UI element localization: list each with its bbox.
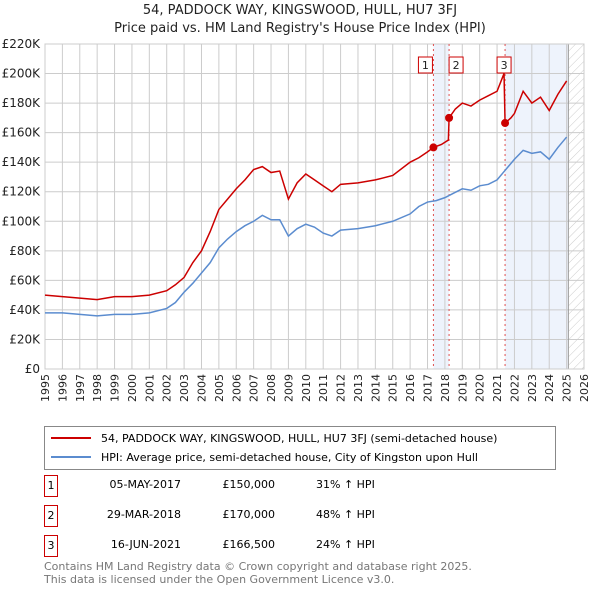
chart-title: 54, PADDOCK WAY, KINGSWOOD, HULL, HU7 3F…	[142, 3, 458, 18]
x-tick-label: 2014	[369, 374, 382, 402]
sale-point	[501, 119, 510, 128]
sale-point	[445, 113, 454, 122]
sale-price: £170,000	[222, 508, 276, 521]
plot-border	[44, 43, 585, 370]
sale-number-badge: 1	[44, 475, 58, 497]
sale-date: 29-MAR-2018	[106, 508, 181, 521]
x-tick-label: 2019	[456, 374, 469, 402]
sale-hpi-diff: 31% ↑ HPI	[316, 478, 375, 491]
sale-hpi-diff: 48% ↑ HPI	[316, 508, 375, 521]
x-tick-label: 1999	[109, 374, 122, 402]
x-tick-label: 2003	[178, 374, 191, 402]
legend-swatch	[51, 437, 91, 439]
y-tick-label: £180K	[2, 96, 42, 110]
future-hatch	[568, 44, 584, 369]
shaded-range	[505, 44, 569, 369]
y-tick-label: £40K	[9, 303, 41, 317]
x-tick-label: 2001	[143, 374, 156, 402]
y-tick-label: £140K	[2, 155, 42, 169]
attribution: Contains HM Land Registry data © Crown c…	[44, 560, 472, 586]
series-line	[45, 136, 568, 317]
x-tick-label: 2016	[404, 374, 417, 402]
y-tick-label: £60K	[9, 273, 41, 287]
legend: 54, PADDOCK WAY, KINGSWOOD, HULL, HU7 3F…	[44, 426, 556, 470]
sale-number-badge: 3	[44, 535, 58, 557]
legend-label: 54, PADDOCK WAY, KINGSWOOD, HULL, HU7 3F…	[101, 431, 498, 445]
legend-item-property: 54, PADDOCK WAY, KINGSWOOD, HULL, HU7 3F…	[51, 430, 497, 446]
x-tick-label: 2013	[352, 374, 365, 402]
x-tick-label: 2002	[161, 374, 174, 402]
x-tick-label: 2017	[422, 374, 435, 402]
x-tick-label: 2025	[561, 374, 574, 402]
sale-row: 2 29-MAR-2018 £170,000 48% ↑ HPI	[44, 505, 444, 527]
x-tick-label: 2006	[230, 374, 243, 402]
x-tick-label: 2020	[474, 374, 487, 402]
y-tick-label: £160K	[2, 126, 42, 140]
y-tick-label: £20K	[9, 332, 41, 346]
series-line	[44, 73, 568, 301]
x-tick-label: 2004	[195, 374, 208, 402]
x-tick-label: 2023	[526, 374, 539, 402]
attribution-line: Contains HM Land Registry data © Crown c…	[44, 560, 472, 573]
sale-row: 1 05-MAY-2017 £150,000 31% ↑ HPI	[44, 475, 444, 497]
x-tick-label: 2021	[491, 374, 504, 402]
sale-row: 3 16-JUN-2021 £166,500 24% ↑ HPI	[44, 535, 444, 557]
sale-date: 16-JUN-2021	[110, 538, 181, 551]
x-tick-label: 2018	[439, 374, 452, 402]
sale-date: 05-MAY-2017	[109, 478, 181, 491]
x-tick-label: 2009	[282, 374, 295, 402]
y-tick-label: £120K	[2, 185, 42, 199]
plot-area: 1995 1996 1997 1998 1999 2000 2001 2002 2003 2004…	[2, 37, 591, 402]
attribution-line: This data is licensed under the Open Gov…	[44, 573, 395, 586]
x-tick-label: 1995	[39, 374, 52, 402]
x-tick-label: 2008	[265, 374, 278, 402]
y-tick-label: £0	[25, 362, 40, 376]
sale-label-box	[417, 56, 433, 74]
legend-label: HPI: Average price, semi-detached house,…	[101, 450, 478, 464]
sale-point	[429, 143, 438, 152]
x-tick-label: 2007	[248, 374, 261, 402]
x-tick-label: 2000	[126, 374, 139, 402]
legend-swatch	[51, 456, 91, 458]
x-tick-label: 2010	[300, 374, 313, 402]
sale-label: 3	[501, 59, 508, 72]
x-tick-label: 1997	[74, 374, 87, 402]
sale-price: £150,000	[222, 478, 276, 491]
x-tick-label: 2005	[213, 374, 226, 402]
sale-number-badge: 2	[44, 505, 58, 527]
y-tick-label: £80K	[9, 244, 41, 258]
shaded-range	[433, 44, 450, 369]
sale-hpi-diff: 24% ↑ HPI	[316, 538, 375, 551]
x-tick-label: 2011	[317, 374, 330, 402]
y-tick-label: £100K	[2, 214, 42, 228]
sale-label: 1	[422, 59, 429, 72]
x-tick-label: 2024	[543, 374, 556, 402]
x-tick-label: 2015	[387, 374, 400, 402]
x-tick-label: 2022	[508, 374, 521, 402]
sale-label: 2	[453, 59, 460, 72]
chart-subtitle: Price paid vs. HM Land Registry's House …	[114, 21, 486, 36]
sale-label-box	[496, 56, 512, 74]
y-tick-label: £220K	[2, 37, 42, 51]
x-tick-label: 1998	[91, 374, 104, 402]
x-tick-label: 1996	[56, 374, 69, 402]
legend-item-hpi: HPI: Average price, semi-detached house,…	[51, 449, 478, 465]
sale-label-box	[448, 56, 464, 74]
sale-price: £166,500	[222, 538, 276, 551]
x-tick-label: 2026	[578, 374, 591, 402]
x-tick-label: 2012	[335, 374, 348, 402]
y-tick-label: £200K	[2, 67, 42, 81]
